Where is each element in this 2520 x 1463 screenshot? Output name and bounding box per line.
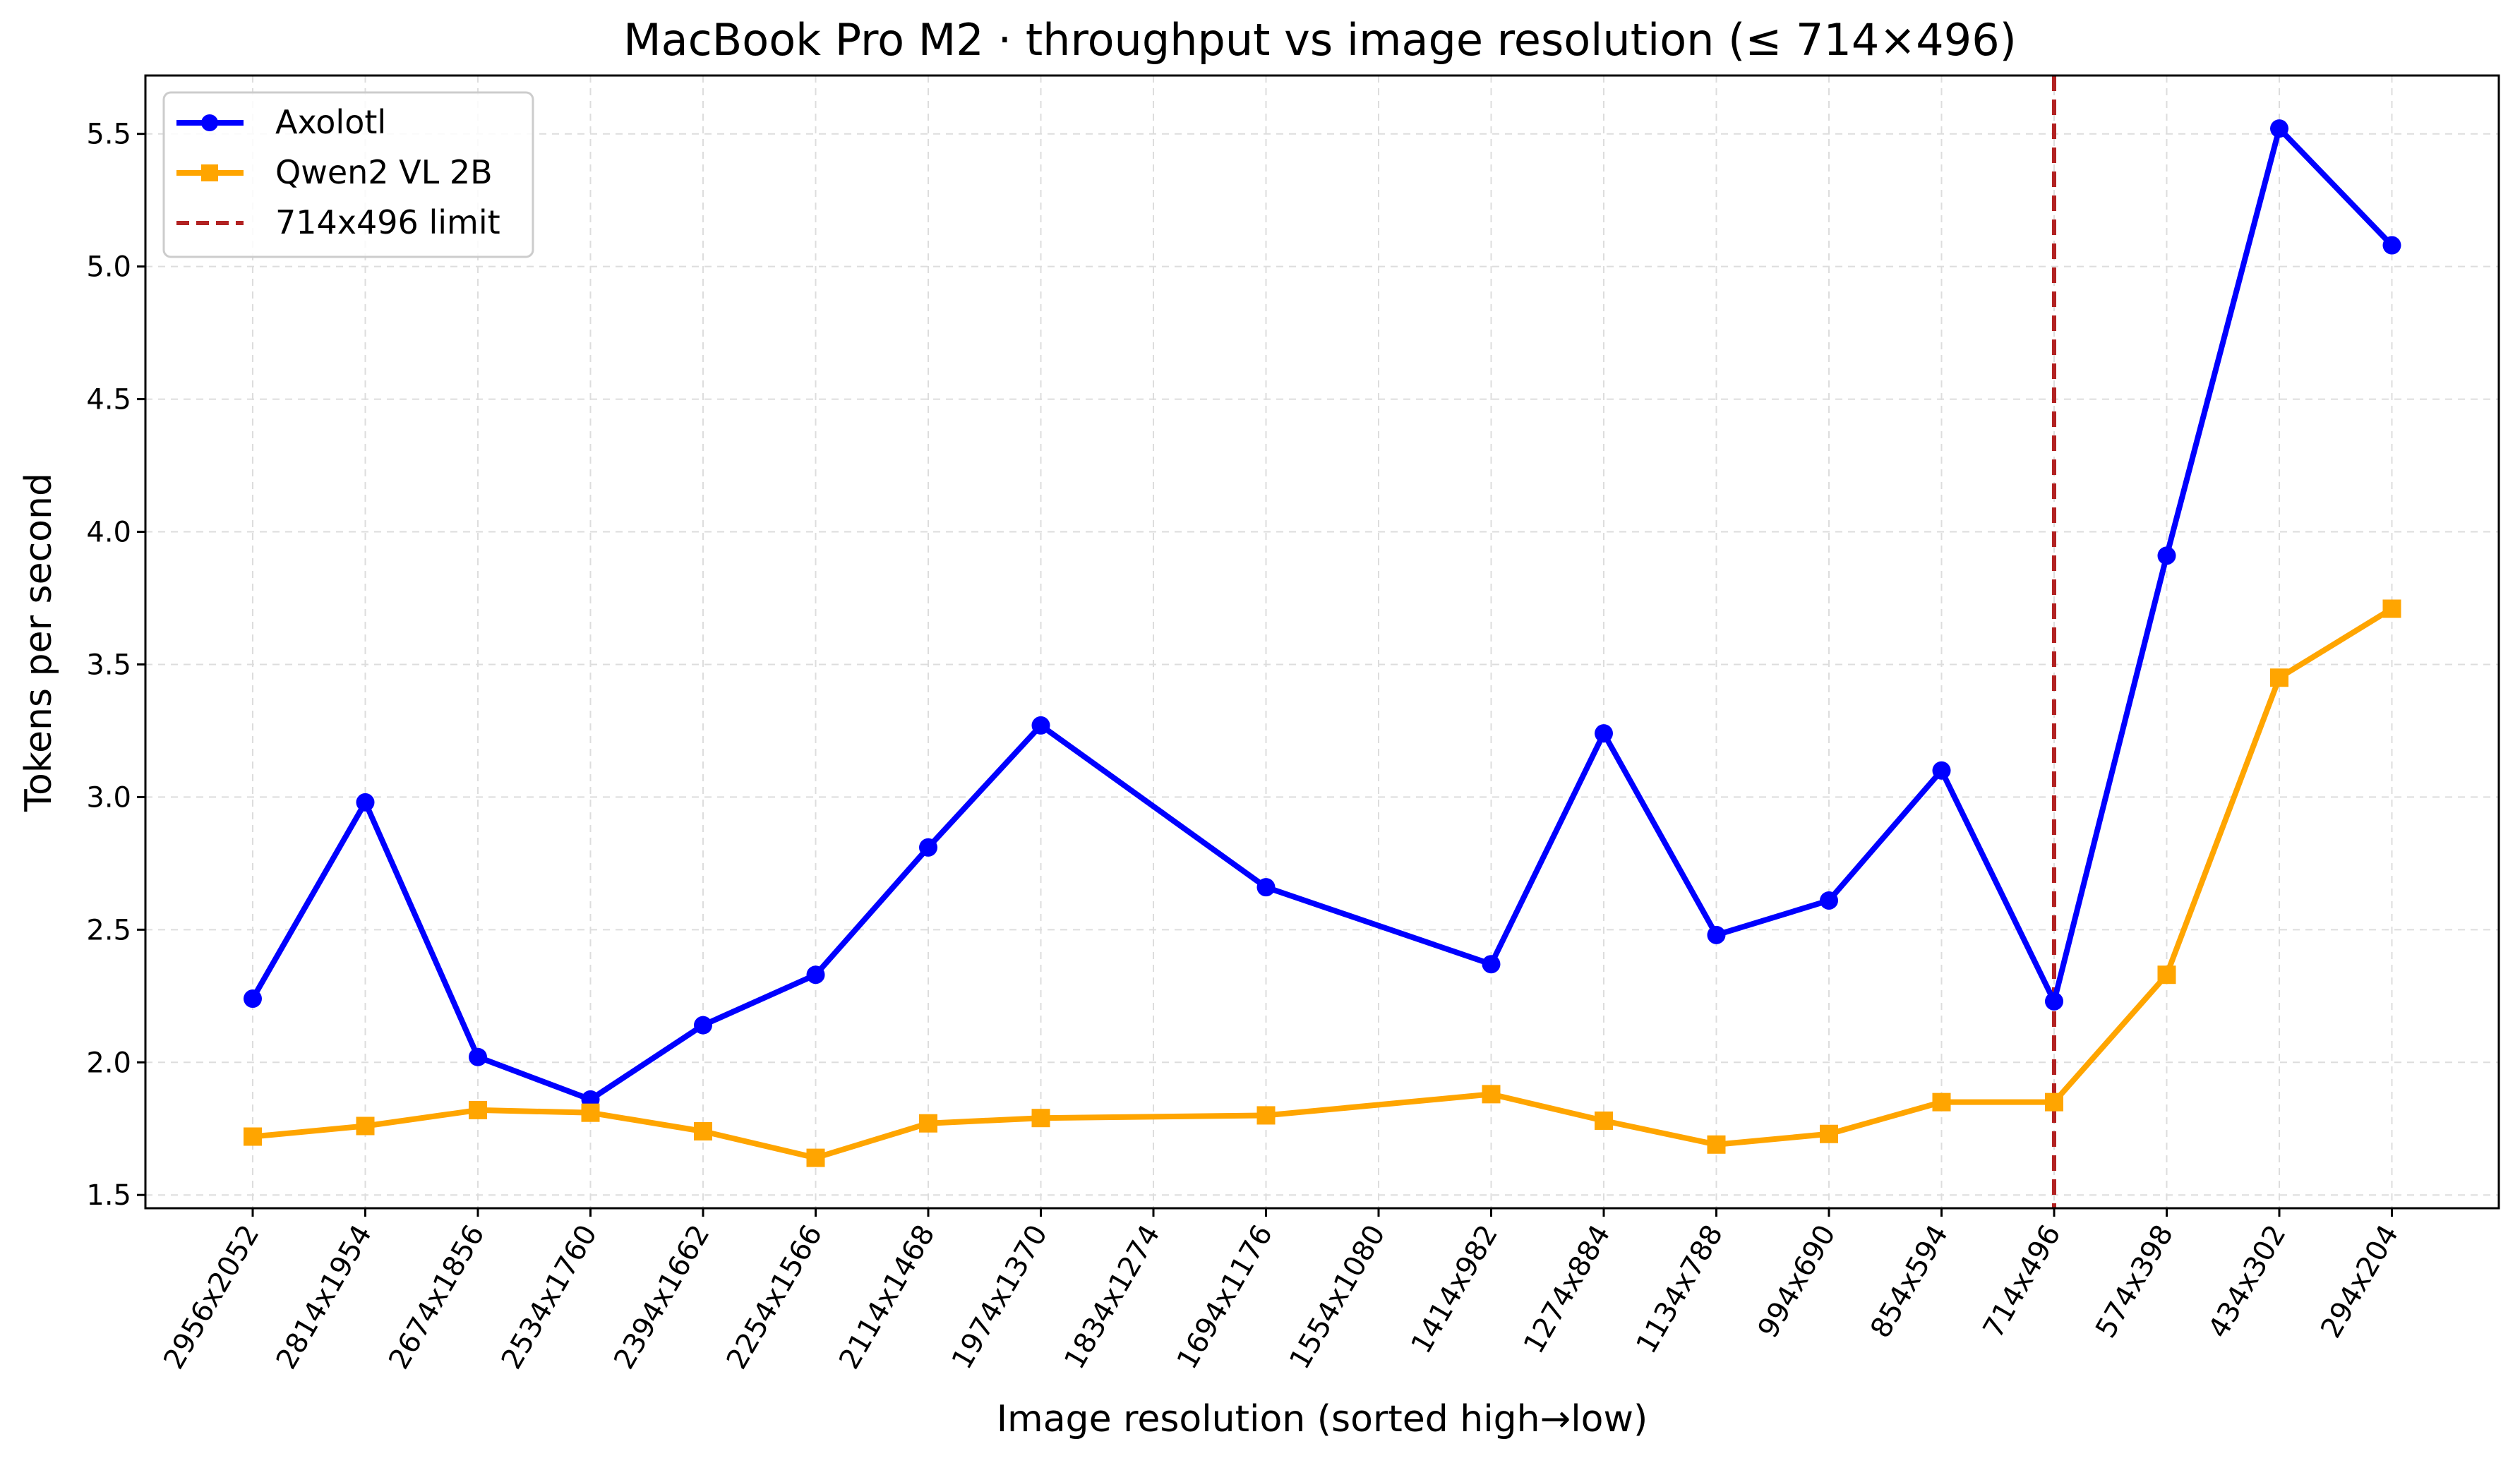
x-tick-label: 2956x2052 bbox=[157, 1220, 265, 1375]
x-tick-label: 1554x1080 bbox=[1283, 1220, 1391, 1375]
data-point-axolotl bbox=[2157, 546, 2176, 565]
x-tick-label: 434x302 bbox=[2202, 1220, 2293, 1344]
x-tick-label: 2114x1468 bbox=[833, 1220, 941, 1375]
data-point-axolotl bbox=[1820, 891, 1838, 910]
y-tick-label: 3.5 bbox=[86, 649, 131, 681]
series-line-axolotl bbox=[250, 126, 2394, 1102]
data-point-qwen2-vl-2b bbox=[469, 1100, 487, 1119]
y-tick-label: 4.0 bbox=[86, 517, 131, 549]
y-tick-label: 1.5 bbox=[86, 1179, 131, 1212]
legend-qwen-marker bbox=[201, 164, 218, 181]
data-point-qwen2-vl-2b bbox=[694, 1121, 712, 1140]
data-point-axolotl bbox=[469, 1047, 487, 1066]
plot-frame bbox=[144, 74, 2500, 1210]
y-axis-label: Tokens per second bbox=[18, 473, 60, 812]
data-point-qwen2-vl-2b bbox=[1707, 1135, 1726, 1154]
x-tick-label: 2814x1954 bbox=[270, 1220, 378, 1375]
y-tick-label: 4.5 bbox=[86, 384, 131, 416]
data-point-axolotl bbox=[356, 793, 375, 812]
data-point-axolotl bbox=[1031, 716, 1050, 735]
legend-frame bbox=[162, 91, 534, 258]
data-point-axolotl bbox=[2045, 992, 2063, 1011]
y-tick-label: 5.0 bbox=[86, 251, 131, 284]
y-tick-label: 2.0 bbox=[86, 1047, 131, 1079]
data-point-axolotl bbox=[1707, 925, 1726, 944]
x-tick-label: 2394x1662 bbox=[608, 1220, 716, 1375]
data-point-qwen2-vl-2b bbox=[2270, 668, 2288, 687]
data-point-qwen2-vl-2b bbox=[1932, 1092, 1951, 1112]
data-point-qwen2-vl-2b bbox=[1256, 1106, 1276, 1125]
data-point-axolotl bbox=[1595, 724, 1613, 743]
data-point-qwen2-vl-2b bbox=[2157, 965, 2176, 985]
series-line-qwen2-vl-2b bbox=[252, 606, 2394, 1161]
x-tick-label: 714x496 bbox=[1977, 1220, 2068, 1344]
data-point-axolotl bbox=[1932, 761, 1951, 780]
x-axis-label: Image resolution (sorted high→low) bbox=[997, 1398, 1648, 1440]
data-point-qwen2-vl-2b bbox=[2382, 599, 2401, 618]
data-point-axolotl bbox=[1256, 878, 1276, 897]
y-tick-label: 5.5 bbox=[86, 119, 131, 151]
data-point-axolotl bbox=[919, 838, 937, 857]
x-tick-label: 1694x1176 bbox=[1171, 1220, 1279, 1375]
data-point-axolotl bbox=[244, 989, 262, 1009]
legend: Axolotl Qwen2 VL 2B 714x496 limit bbox=[162, 91, 534, 258]
x-tick-label: 1974x1370 bbox=[946, 1220, 1054, 1375]
data-point-axolotl bbox=[694, 1016, 712, 1035]
x-tick-label: 854x594 bbox=[1864, 1220, 1955, 1344]
x-tick-label: 1834x1274 bbox=[1058, 1220, 1166, 1375]
data-point-qwen2-vl-2b bbox=[1482, 1085, 1501, 1104]
data-point-axolotl bbox=[806, 965, 825, 985]
legend-qwen-label: Qwen2 VL 2B bbox=[275, 153, 493, 191]
y-tick-label: 2.5 bbox=[86, 914, 131, 946]
x-tick-label: 994x690 bbox=[1752, 1220, 1842, 1344]
data-point-qwen2-vl-2b bbox=[356, 1116, 375, 1136]
y-axis: 1.5 2.0 2.5 3.0 3.5 4.0 4.5 5.0 5.5 bbox=[86, 119, 145, 1212]
x-tick-label: 574x398 bbox=[2089, 1220, 2180, 1344]
data-point-qwen2-vl-2b bbox=[1820, 1124, 1838, 1143]
data-point-axolotl bbox=[1482, 955, 1501, 974]
x-tick-label: 2674x1856 bbox=[383, 1220, 491, 1375]
legend-axolotl-marker bbox=[201, 114, 218, 131]
x-tick-label: 2534x1760 bbox=[496, 1220, 604, 1375]
data-point-axolotl bbox=[2270, 119, 2288, 138]
data-point-qwen2-vl-2b bbox=[1595, 1111, 1613, 1130]
x-tick-label: 1414x982 bbox=[1405, 1220, 1504, 1359]
data-point-qwen2-vl-2b bbox=[919, 1114, 937, 1133]
data-point-axolotl bbox=[2382, 236, 2401, 255]
legend-limit-label: 714x496 limit bbox=[275, 203, 500, 241]
data-point-qwen2-vl-2b bbox=[2045, 1092, 2063, 1112]
x-tick-label: 2254x1566 bbox=[721, 1220, 829, 1375]
x-tick-label: 294x204 bbox=[2315, 1220, 2405, 1344]
data-point-qwen2-vl-2b bbox=[806, 1148, 825, 1167]
x-axis: 2956x2052 2814x1954 2674x1856 2534x1760 2394… bbox=[157, 1208, 2405, 1375]
series-group bbox=[244, 119, 2401, 1167]
legend-axolotl-label: Axolotl bbox=[275, 103, 386, 141]
data-point-qwen2-vl-2b bbox=[244, 1127, 262, 1146]
y-tick-label: 3.0 bbox=[86, 781, 131, 814]
chart-title: MacBook Pro M2 · throughput vs image res… bbox=[623, 14, 2017, 66]
data-point-qwen2-vl-2b bbox=[581, 1103, 600, 1122]
x-tick-label: 1134x788 bbox=[1630, 1220, 1729, 1359]
x-tick-label: 1274x884 bbox=[1518, 1220, 1617, 1359]
data-point-qwen2-vl-2b bbox=[1031, 1109, 1050, 1128]
